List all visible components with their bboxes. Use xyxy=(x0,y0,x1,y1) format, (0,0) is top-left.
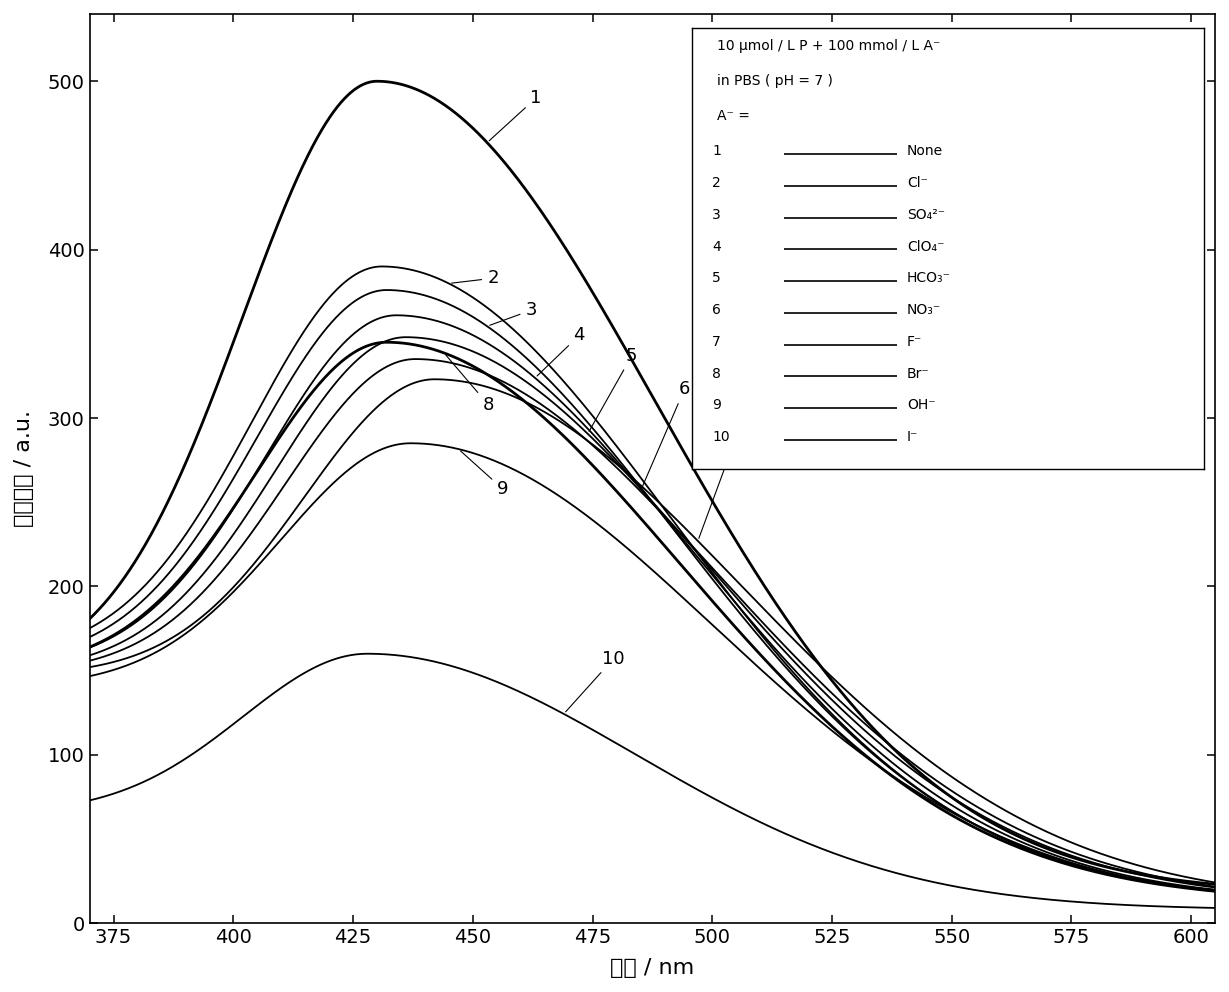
Text: 2: 2 xyxy=(451,269,499,288)
Text: 4: 4 xyxy=(537,326,585,376)
X-axis label: 波长 / nm: 波长 / nm xyxy=(611,958,694,978)
Y-axis label: 荧光强度 / a.u.: 荧光强度 / a.u. xyxy=(14,410,34,527)
Text: 3: 3 xyxy=(489,302,537,325)
Text: 10: 10 xyxy=(565,650,624,712)
Text: 1: 1 xyxy=(489,89,542,141)
Text: 5: 5 xyxy=(589,346,638,432)
Text: 7: 7 xyxy=(699,413,747,539)
Text: 6: 6 xyxy=(642,380,691,489)
Text: 8: 8 xyxy=(446,355,494,414)
Text: 9: 9 xyxy=(461,451,509,498)
